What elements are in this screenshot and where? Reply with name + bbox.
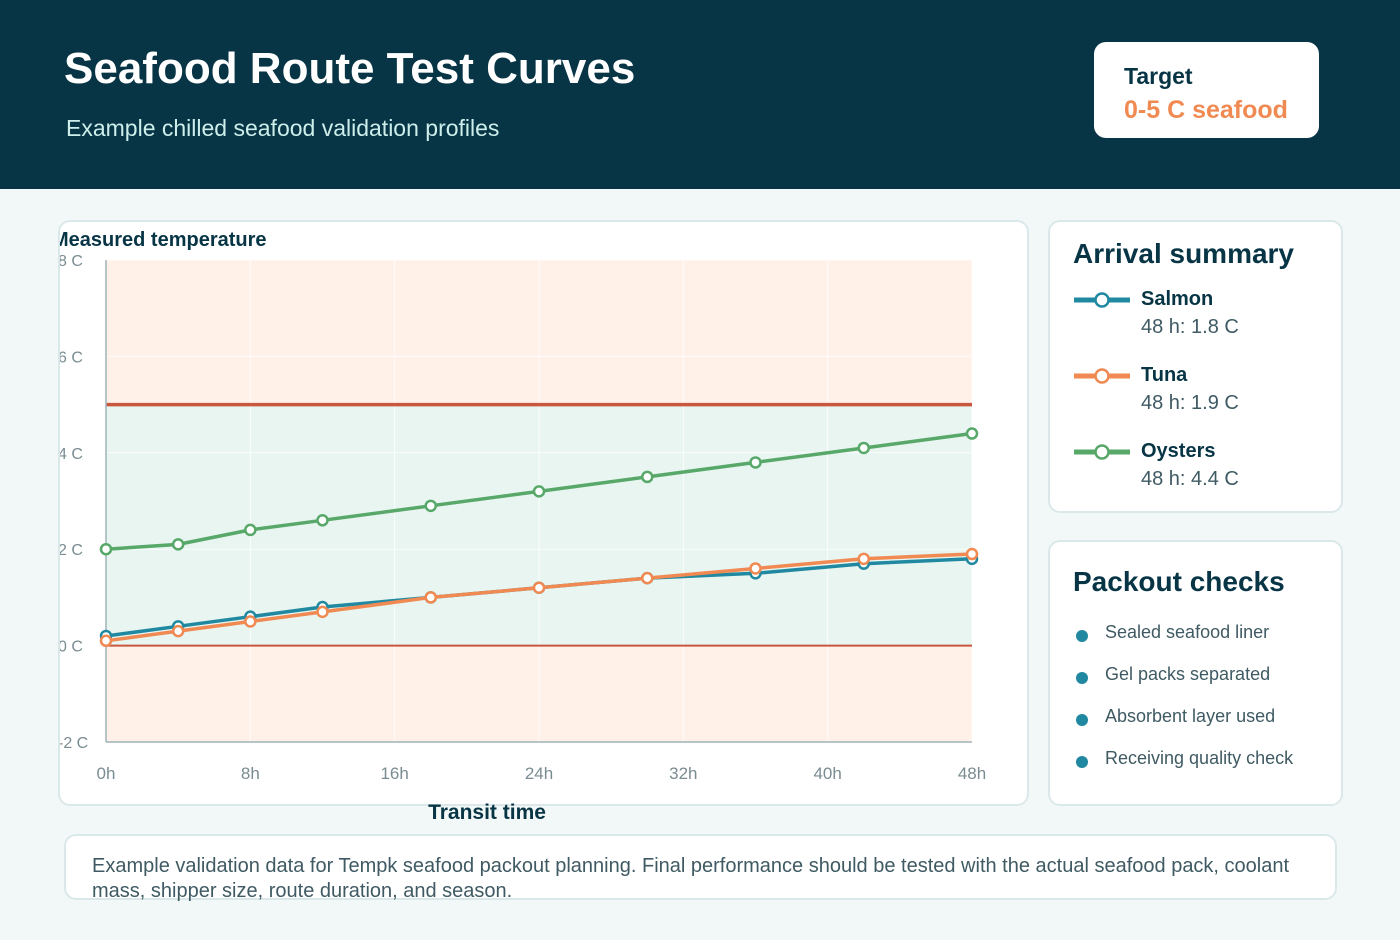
y-tick-label: 6 C (60, 349, 83, 366)
bullet-icon (1076, 714, 1088, 726)
data-point-oysters (857, 441, 870, 455)
temperature-chart: -2 C 0 C 2 C 4 C 6 C 8 C 0h 8h 16h 24h 32h 40h 48h Me… (60, 229, 986, 824)
data-point-tuna (749, 562, 762, 575)
legend-value: 48 h: 4.4 C (1141, 468, 1239, 490)
check-text: Gel packs separated (1105, 664, 1271, 684)
page-subtitle: Example chilled seafood validation profi… (66, 115, 500, 141)
check-item: Sealed seafood liner (1050, 622, 1341, 652)
chart-card: -2 C 0 C 2 C 4 C 6 C 8 C 0h 8h 16h 24h 32h 40h 48h Me… (58, 220, 1029, 824)
data-point-oysters (316, 514, 329, 527)
data-point-tuna (316, 605, 329, 619)
data-point-oysters (749, 456, 762, 469)
oysters-swatch-icon (1074, 444, 1130, 460)
y-tick-label: 8 C (60, 253, 83, 270)
x-tick-label: 0h (97, 764, 116, 783)
legend-item-oysters: Oysters 48 h: 4.4 C (1050, 440, 1341, 500)
tuna-swatch-icon (1074, 368, 1130, 384)
arrival-summary-title: Arrival summary (1073, 238, 1295, 269)
data-point-tuna (641, 571, 654, 585)
data-point-tuna (99, 634, 113, 648)
x-tick-label: 48h (958, 764, 986, 783)
salmon-swatch-icon (1074, 292, 1130, 308)
y-tick-label: 4 C (60, 446, 83, 463)
bullet-icon (1076, 672, 1088, 684)
note-text: Example validation data for Tempk seafoo… (92, 855, 1290, 902)
bullet-icon (1076, 756, 1088, 768)
arrival-summary-card: Arrival summary Salmon 48 h: 1.8 C Tuna … (1048, 220, 1343, 513)
bullet-icon (1076, 630, 1088, 642)
data-point-oysters (641, 470, 654, 484)
check-item: Absorbent layer used (1050, 706, 1341, 736)
x-axis-title: Transit time (428, 801, 546, 824)
legend-item-tuna: Tuna 48 h: 1.9 C (1050, 364, 1341, 424)
data-point-oysters (532, 485, 546, 498)
data-point-tuna (244, 615, 257, 628)
y-axis-title: Measured temperature (60, 229, 267, 251)
data-point-tuna (965, 547, 979, 561)
data-point-tuna (532, 581, 546, 595)
check-text: Receiving quality check (1105, 748, 1294, 768)
data-point-tuna (171, 624, 185, 638)
legend-item-salmon: Salmon 48 h: 1.8 C (1050, 288, 1341, 348)
x-tick-label: 32h (669, 764, 697, 783)
page-header: Seafood Route Test Curves Example chille… (0, 0, 1400, 189)
data-point-oysters (171, 538, 185, 551)
check-item: Gel packs separated (1050, 664, 1341, 694)
data-point-oysters (244, 523, 257, 537)
target-badge: Target 0-5 C seafood (1094, 42, 1319, 138)
check-item: Receiving quality check (1050, 748, 1341, 778)
legend-name: Salmon (1141, 288, 1214, 310)
y-tick-label: 0 C (60, 639, 83, 656)
x-tick-label: 24h (525, 764, 553, 783)
x-tick-label: 16h (380, 764, 408, 783)
x-tick-label: 8h (241, 764, 260, 783)
data-point-oysters (99, 542, 113, 556)
legend-name: Oysters (1141, 440, 1216, 462)
data-point-oysters (965, 427, 979, 440)
check-text: Sealed seafood liner (1105, 622, 1270, 642)
data-point-tuna (857, 552, 870, 566)
packout-checks-title: Packout checks (1073, 566, 1285, 597)
page-title: Seafood Route Test Curves (64, 44, 636, 93)
series-line-tuna (105, 552, 973, 643)
legend-value: 48 h: 1.8 C (1141, 316, 1239, 338)
data-point-oysters (424, 499, 437, 513)
disclaimer-note: Example validation data for Tempk seafoo… (64, 834, 1337, 902)
packout-checks-card: Packout checks Sealed seafood liner Gel … (1048, 540, 1343, 806)
y-tick-label: 2 C (60, 542, 83, 559)
check-text: Absorbent layer used (1105, 706, 1276, 726)
legend-value: 48 h: 1.9 C (1141, 392, 1239, 414)
data-point-tuna (424, 591, 437, 604)
target-label: Target (1124, 63, 1193, 89)
series-line-oysters (105, 431, 973, 551)
target-value: 0-5 C seafood (1124, 96, 1288, 124)
x-tick-label: 40h (813, 764, 841, 783)
legend-name: Tuna (1141, 364, 1188, 386)
y-tick-label: -2 C (60, 735, 88, 752)
